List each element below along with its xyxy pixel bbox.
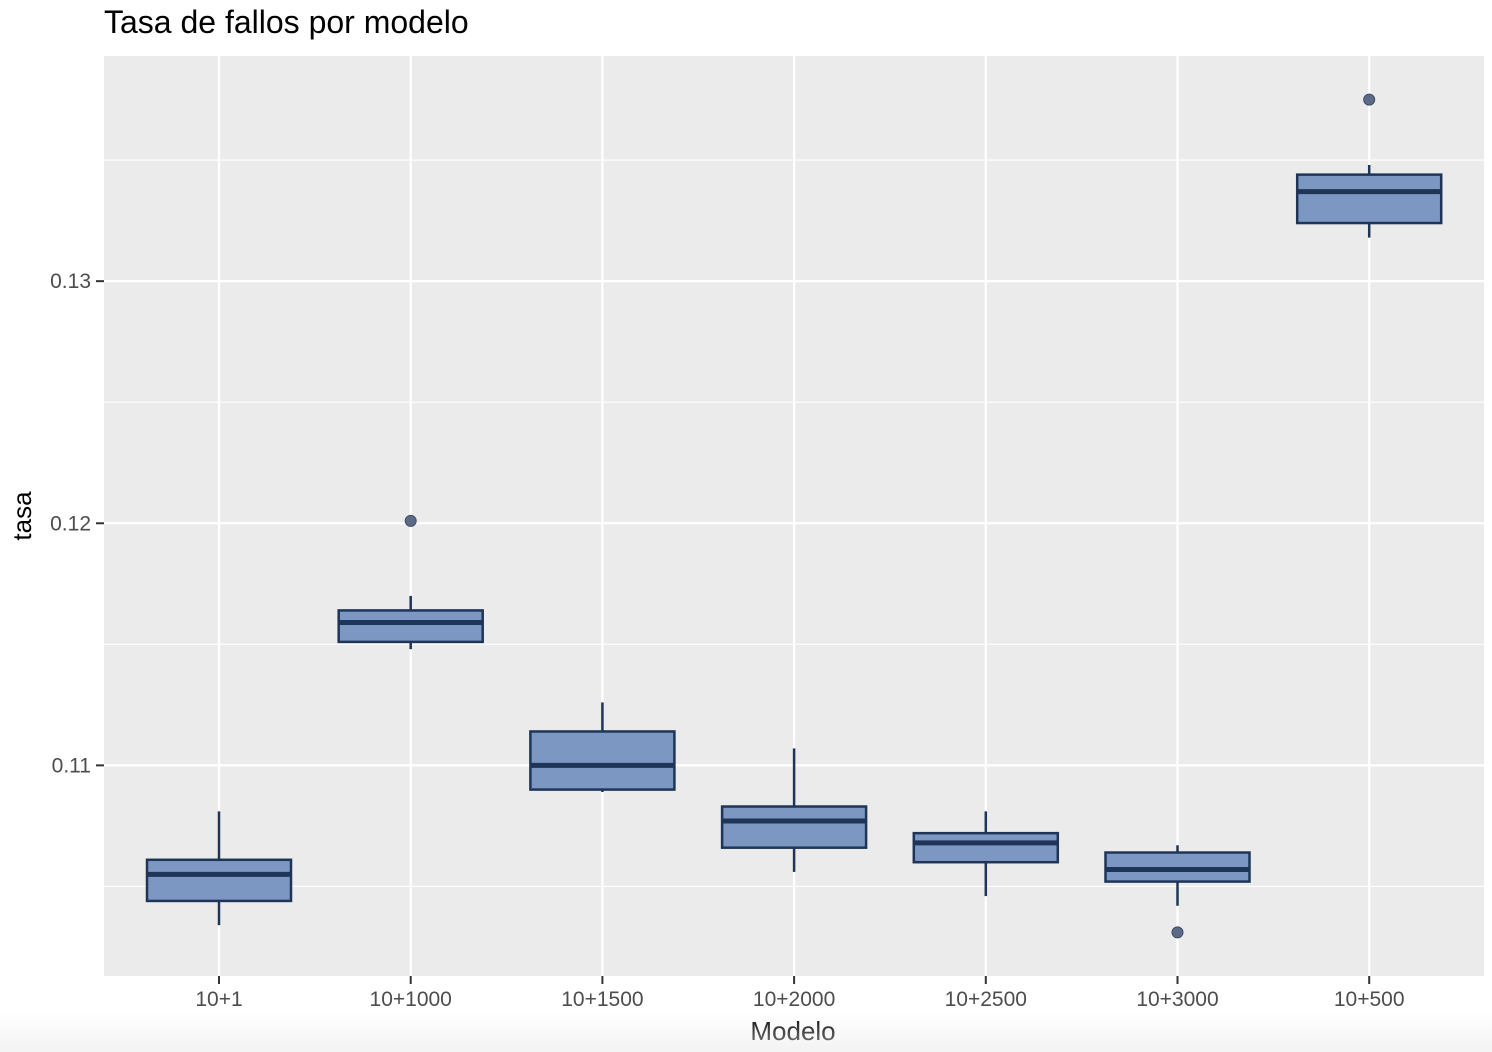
- y-tick-label: 0.11: [52, 754, 91, 777]
- x-tick-label: 10+1000: [370, 988, 452, 1011]
- outlier-point: [404, 514, 417, 527]
- box-iqr: [337, 609, 484, 644]
- chart-title: Tasa de fallos por modelo: [104, 4, 469, 40]
- outlier-point: [1363, 93, 1376, 106]
- box-iqr: [720, 805, 868, 849]
- x-tick-label: 10+2500: [945, 988, 1027, 1011]
- outlier-point: [1171, 926, 1184, 939]
- box-iqr: [145, 858, 293, 903]
- y-tick-label: 0.13: [50, 270, 91, 293]
- x-tick-label: 10+1500: [561, 988, 643, 1011]
- y-tick-label: 0.12: [50, 512, 91, 535]
- x-axis-title: Modelo: [750, 1016, 835, 1046]
- x-tick-label: 10+500: [1334, 988, 1405, 1011]
- x-tick-label: 10+2000: [753, 988, 835, 1011]
- box-iqr: [912, 831, 1060, 864]
- y-axis-title: tasa: [7, 491, 37, 541]
- box-iqr: [1295, 173, 1443, 225]
- box-iqr: [529, 730, 676, 791]
- x-tick-label: 10+1: [195, 988, 242, 1011]
- x-tick-label: 10+3000: [1136, 988, 1218, 1011]
